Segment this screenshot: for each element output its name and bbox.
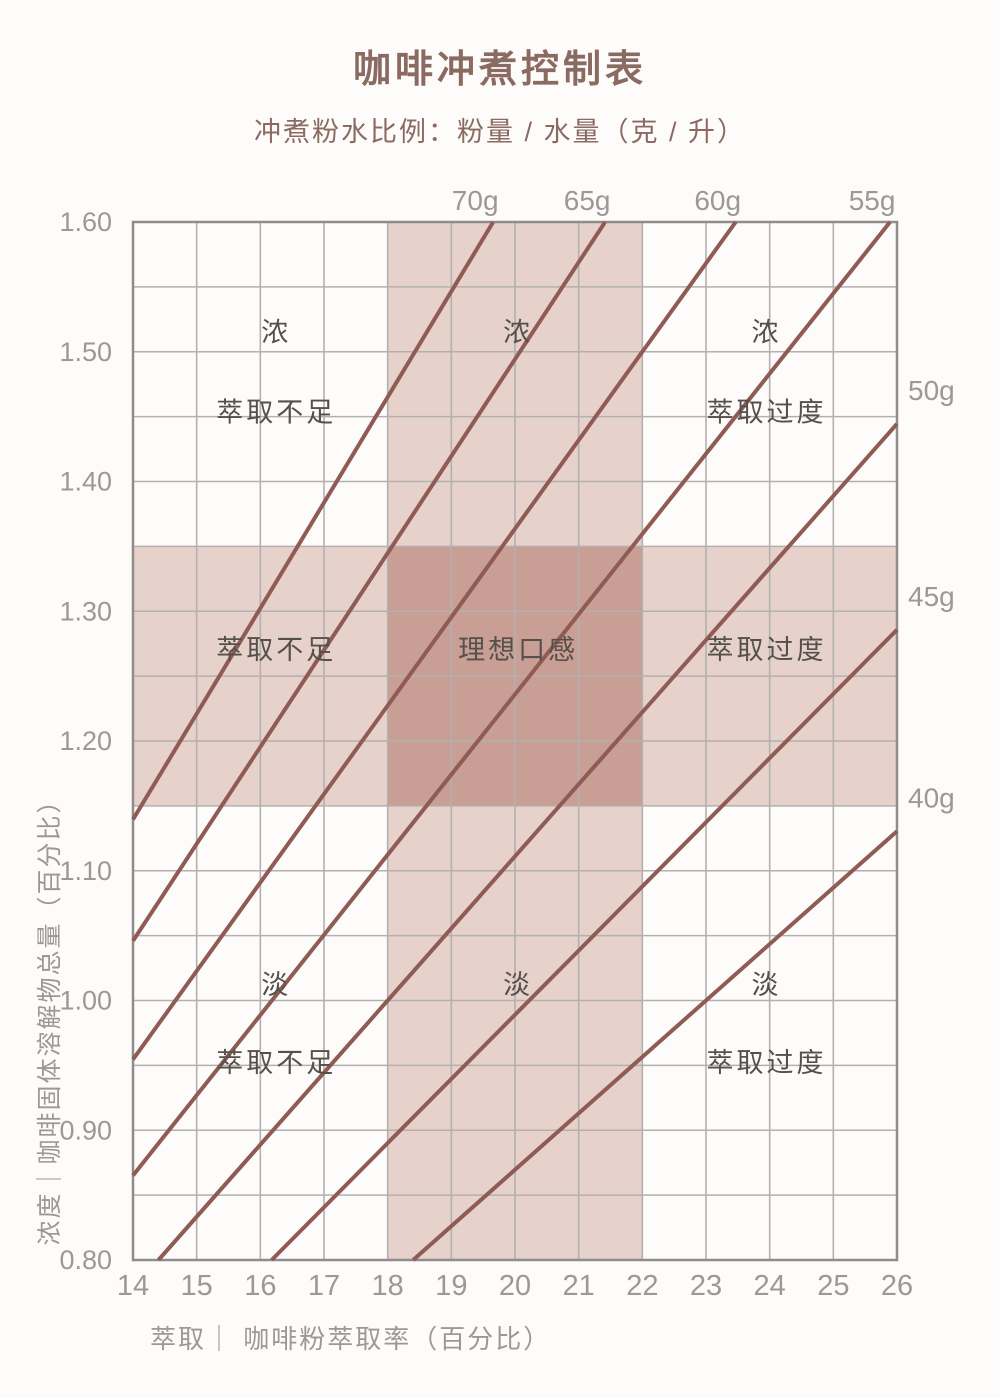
page-title: 咖啡冲煮控制表 [352, 49, 647, 91]
y-tick-label: 1.20 [59, 726, 112, 756]
x-tick-label: 14 [117, 1270, 149, 1302]
region-label: 萃取过度 [706, 398, 826, 428]
region-label: 萃取过度 [706, 635, 826, 665]
y-tick-label: 1.50 [59, 337, 112, 367]
region-label: 浓 [503, 317, 533, 347]
y-tick-label: 1.40 [59, 467, 112, 497]
grid [133, 222, 897, 1260]
region-label: 理想口感 [458, 635, 578, 665]
dose-label-60g: 60g [694, 185, 741, 216]
x-tick-label: 16 [244, 1270, 276, 1302]
x-tick-label: 17 [308, 1270, 340, 1302]
ratio-line-55g [131, 220, 892, 1177]
x-tick-label: 18 [372, 1270, 404, 1302]
x-tick-label: 21 [563, 1270, 595, 1302]
dose-label-50g: 50g [908, 375, 955, 406]
x-tick-label: 24 [754, 1270, 786, 1302]
y-tick-label: 1.60 [59, 207, 112, 237]
y-tick-label: 0.90 [59, 1115, 112, 1145]
x-tick-label: 20 [499, 1270, 531, 1302]
dose-label-45g: 45g [908, 581, 955, 612]
ratio-line-70g [131, 220, 495, 821]
x-tick-label: 19 [435, 1270, 467, 1302]
ratio-line-60g [131, 220, 738, 1061]
dose-label-70g: 70g [452, 185, 499, 216]
region-label: 浓 [751, 317, 781, 347]
plot-border [131, 220, 899, 1262]
ratio-line-45g [270, 628, 899, 1262]
x-tick-label: 22 [626, 1270, 658, 1302]
region-label: 淡 [751, 970, 781, 1000]
y-tick-label: 0.80 [59, 1245, 112, 1275]
region-label: 萃取不足 [216, 1048, 336, 1078]
region-label: 萃取过度 [706, 1048, 826, 1078]
y-tick-label: 1.10 [59, 856, 112, 886]
dose-label-65g: 65g [564, 185, 611, 216]
dose-label-40g: 40g [908, 782, 955, 813]
x-tick-label: 25 [817, 1270, 849, 1302]
region-label: 萃取不足 [216, 635, 336, 665]
y-axis-title: 浓度｜咖啡固体溶解物总量（百分比） [36, 786, 64, 1245]
y-tick-label: 1.30 [59, 596, 112, 626]
region-label: 淡 [261, 970, 291, 1000]
dose-label-55g: 55g [849, 185, 896, 216]
chart-subtitle: 冲煮粉水比例：粉量 / 水量（克 / 升） [253, 117, 746, 147]
region-label: 浓 [261, 317, 291, 347]
ratio-line-50g [156, 422, 899, 1262]
ratio-line-40g [411, 829, 899, 1262]
x-tick-label: 23 [690, 1270, 722, 1302]
x-axis-title: 萃取｜ 咖啡粉萃取率（百分比） [150, 1324, 551, 1354]
y-tick-label: 1.00 [59, 986, 112, 1016]
x-tick-label: 15 [181, 1270, 213, 1302]
region-label: 萃取不足 [216, 398, 336, 428]
region-label: 淡 [503, 970, 533, 1000]
x-tick-label: 26 [881, 1270, 913, 1302]
ratio-line-65g [131, 220, 607, 942]
